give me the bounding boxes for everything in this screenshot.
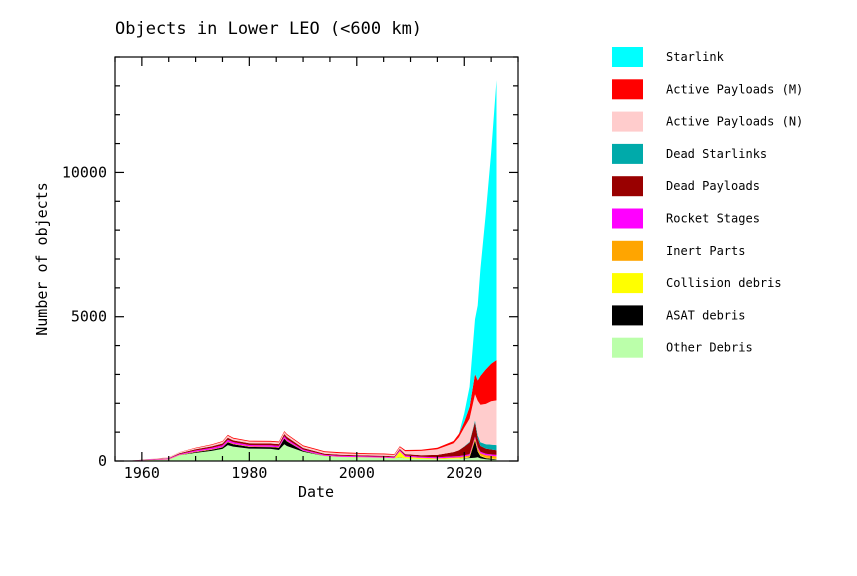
x-axis-label: Date <box>298 483 334 501</box>
legend-swatch <box>612 143 643 164</box>
legend-label: Starlink <box>666 50 725 64</box>
legend-swatch <box>612 176 643 197</box>
legend-swatch <box>612 111 643 132</box>
legend: Starlink Active Payloads (M) Active Payloa… <box>612 47 803 358</box>
x-tick-label: 2000 <box>339 464 375 482</box>
area-series-7 <box>125 394 497 461</box>
stacked-areas <box>125 80 497 461</box>
area-series-0 <box>125 444 497 461</box>
legend-swatch <box>612 273 643 294</box>
legend-swatch <box>612 305 643 326</box>
y-tick-label: 5000 <box>71 308 107 326</box>
plot-frame <box>114 56 519 462</box>
legend-swatch <box>612 240 643 261</box>
legend-label: ASAT debris <box>666 308 745 322</box>
legend-label: Inert Parts <box>666 244 745 258</box>
legend-label: Active Payloads (M) <box>666 82 803 96</box>
x-tick-label: 2020 <box>446 464 482 482</box>
legend-swatch <box>612 208 643 229</box>
y-axis-label: Number of objects <box>33 182 51 336</box>
x-axis-ticks: 1960 1980 2000 2020 <box>114 57 519 482</box>
legend-label: Rocket Stages <box>666 212 760 226</box>
legend-label: Dead Payloads <box>666 179 760 193</box>
x-tick-label: 1980 <box>231 464 267 482</box>
y-axis-ticks: 0 5000 10000 <box>62 56 518 470</box>
y-tick-label: 0 <box>98 452 107 470</box>
area-series-9 <box>125 80 497 461</box>
legend-swatch <box>612 47 643 67</box>
legend-label: Dead Starlinks <box>666 147 767 161</box>
legend-swatch <box>612 337 643 358</box>
chart-title: Objects in Lower LEO (<600 km) <box>115 19 422 39</box>
legend-swatch <box>612 79 643 100</box>
area-series-8 <box>125 360 497 461</box>
x-tick-label: 1960 <box>124 464 160 482</box>
area-series-4 <box>125 436 497 461</box>
y-tick-label: 10000 <box>62 163 107 181</box>
legend-label: Collision debris <box>666 276 782 290</box>
legend-label: Other Debris <box>666 341 753 355</box>
legend-label: Active Payloads (N) <box>666 115 803 129</box>
